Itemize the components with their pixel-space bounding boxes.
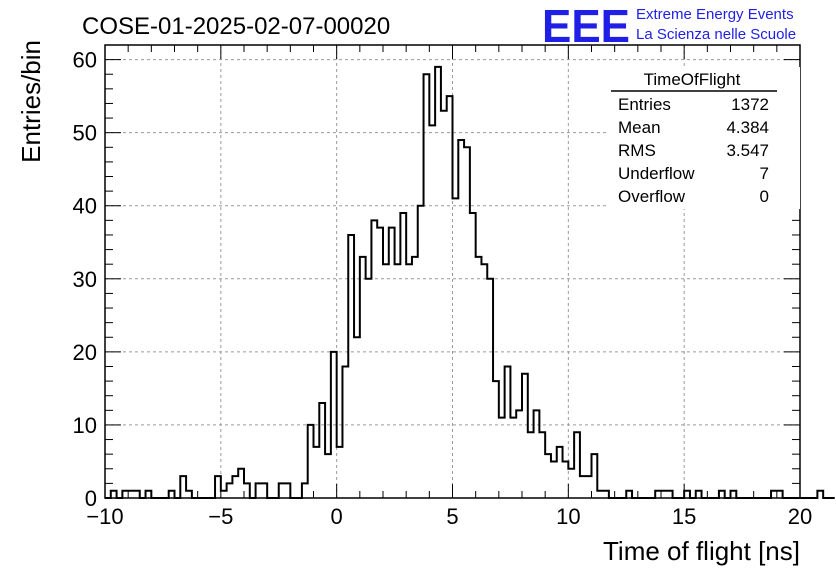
stats-row-label: RMS xyxy=(618,141,656,160)
stats-row-value: 1372 xyxy=(731,95,769,114)
y-tick-label: 0 xyxy=(85,486,97,511)
grid-lines xyxy=(105,45,800,498)
run-title: COSE-01-2025-02-07-00020 xyxy=(82,13,390,40)
y-tick-label: 40 xyxy=(73,194,97,219)
eee-logo-line1: Extreme Energy Events xyxy=(636,6,794,23)
stats-row-value: 4.384 xyxy=(726,118,769,137)
y-tick-label: 20 xyxy=(73,340,97,365)
x-tick-label: 20 xyxy=(788,504,812,529)
x-tick-labels: −10 −5 0 5 10 15 20 xyxy=(86,504,812,529)
x-tick-label: 15 xyxy=(672,504,696,529)
y-tick-label: 50 xyxy=(73,121,97,146)
y-tick-labels: 0 10 20 30 40 50 60 xyxy=(73,48,97,511)
stats-box: TimeOfFlight Entries 1372 Mean 4.384 RMS 3.54… xyxy=(608,67,800,209)
stats-row-label: Entries xyxy=(618,95,671,114)
eee-logo-text: EEE xyxy=(542,0,630,52)
y-tick-label: 30 xyxy=(73,267,97,292)
stats-row-value: 0 xyxy=(760,187,769,206)
y-tick-label: 60 xyxy=(73,48,97,73)
stats-row-label: Overflow xyxy=(618,187,686,206)
stats-row-label: Underflow xyxy=(618,164,695,183)
x-tick-label: 10 xyxy=(556,504,580,529)
y-tick-label: 10 xyxy=(73,413,97,438)
histogram-step-line xyxy=(105,65,835,499)
stats-row-value: 7 xyxy=(760,164,769,183)
stats-box-title: TimeOfFlight xyxy=(644,70,741,89)
y-axis-title: Entries/bin xyxy=(16,40,46,163)
eee-logo-line2: La Scienza nelle Scuole xyxy=(636,26,796,43)
stats-row-value: 3.547 xyxy=(726,141,769,160)
x-tick-label: 5 xyxy=(446,504,458,529)
x-axis-title: Time of flight [ns] xyxy=(603,536,800,566)
x-tick-label: −5 xyxy=(208,504,233,529)
stats-row-label: Mean xyxy=(618,118,661,137)
x-tick-label: 0 xyxy=(331,504,343,529)
x-tick-label: −10 xyxy=(86,504,123,529)
eee-logo: EEE Extreme Energy Events La Scienza nel… xyxy=(542,0,796,52)
